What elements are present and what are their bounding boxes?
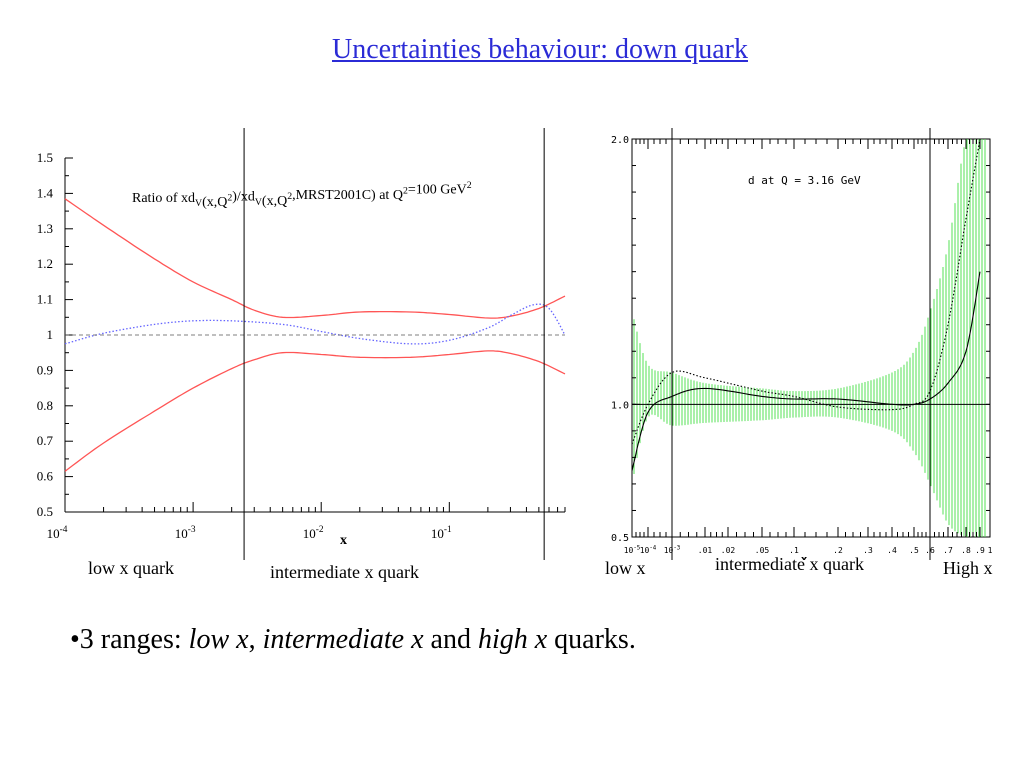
left-x-tick-label: 10-2 xyxy=(303,525,324,541)
right-y-tick-label: 2.0 xyxy=(611,135,629,146)
right-x-tick-label: .4 xyxy=(887,546,897,555)
left-x-axis-label: x xyxy=(340,533,347,548)
left-x-tick-label: 10-4 xyxy=(47,525,68,541)
left-y-tick-label: 0.5 xyxy=(37,504,53,519)
right-x-tick-label: .2 xyxy=(833,546,843,555)
right-plot-frame xyxy=(631,138,991,538)
left-y-tick-label: 0.8 xyxy=(37,398,53,413)
right-x-tick-label: 10-3 xyxy=(664,545,681,555)
bullet-and: and xyxy=(423,624,478,655)
right-x-tick-label: .1 xyxy=(789,546,799,555)
bullet-prefix: •3 ranges: xyxy=(70,624,189,655)
left-chart-title: Ratio of xdV(x,Q2)/xdV(x,Q2,MRST2001C) a… xyxy=(132,180,472,210)
right-x-tick-label: 1 xyxy=(988,546,993,555)
left-y-tick-label: 1.4 xyxy=(37,185,54,200)
right-x-tick-label: .05 xyxy=(755,546,770,555)
right-x-tick-label: .7 xyxy=(943,546,953,555)
left-y-tick-label: 0.9 xyxy=(37,362,53,377)
right-x-tick-label: .8 xyxy=(961,546,971,555)
left-intermediate-x-label: intermediate x quark xyxy=(270,562,419,582)
bullet-low-x: low x xyxy=(188,624,249,655)
right-x-tick-label: .5 xyxy=(909,546,919,555)
left-series-line-1 xyxy=(64,350,566,472)
left-y-tick-label: 1.5 xyxy=(37,150,53,165)
right-y-tick-label: 0.5 xyxy=(611,533,629,544)
right-chart-title: d at Q = 3.16 GeV xyxy=(748,174,861,187)
right-x-axis-label: x xyxy=(801,553,808,560)
left-y-tick-label: 0.6 xyxy=(37,469,54,484)
left-y-tick-label: 1.2 xyxy=(37,256,53,271)
left-y-tick-label: 1.3 xyxy=(37,221,53,236)
left-ratio-chart: 0.5 0.6 0.7 0.8 0.9 1 1.1 1.2 1.3 1.4 1.5 10-4 10-3 1… xyxy=(37,128,566,560)
left-x-tick-label: 10-1 xyxy=(431,525,452,541)
summary-bullet: •3 ranges: low x, intermediate x and hig… xyxy=(70,624,636,656)
bullet-separator: , xyxy=(248,624,263,655)
left-series-line-0 xyxy=(64,198,566,319)
right-x-tick-label: .01 xyxy=(698,546,713,555)
left-low-x-label: low x quark xyxy=(88,558,174,578)
right-intermediate-x-label: intermediate x quark xyxy=(715,554,864,574)
slide-title: Uncertainties behaviour: down quark xyxy=(332,34,748,65)
right-x-tick-label: 10-5 xyxy=(624,545,641,555)
right-high-x-label: High x xyxy=(943,558,993,578)
right-y-tick-label: 1.0 xyxy=(611,400,629,411)
left-x-tick-label: 10-3 xyxy=(175,525,196,541)
right-x-tick-label: .02 xyxy=(721,546,736,555)
left-y-tick-label: 1.1 xyxy=(37,292,53,307)
right-low-x-label: low x xyxy=(605,558,646,578)
bullet-intermediate-x: intermediate x xyxy=(262,624,424,655)
right-error-band xyxy=(633,139,986,537)
bullet-high-x: high x xyxy=(477,624,548,655)
right-x-tick-label: 10-4 xyxy=(640,545,657,555)
right-x-tick-label: .3 xyxy=(863,546,873,555)
right-d-quark-chart: 0.5 1.0 2.0 10-5 10-4 10-3 .01 .02 .05 .1 .2 .3 .4 .5… xyxy=(611,128,993,560)
left-y-tick-label: 1 xyxy=(47,327,54,342)
left-y-tick-label: 0.7 xyxy=(37,433,54,448)
bullet-suffix: quarks. xyxy=(547,624,636,655)
right-x-tick-label: .9 xyxy=(975,546,985,555)
left-series-line-2 xyxy=(64,303,566,345)
